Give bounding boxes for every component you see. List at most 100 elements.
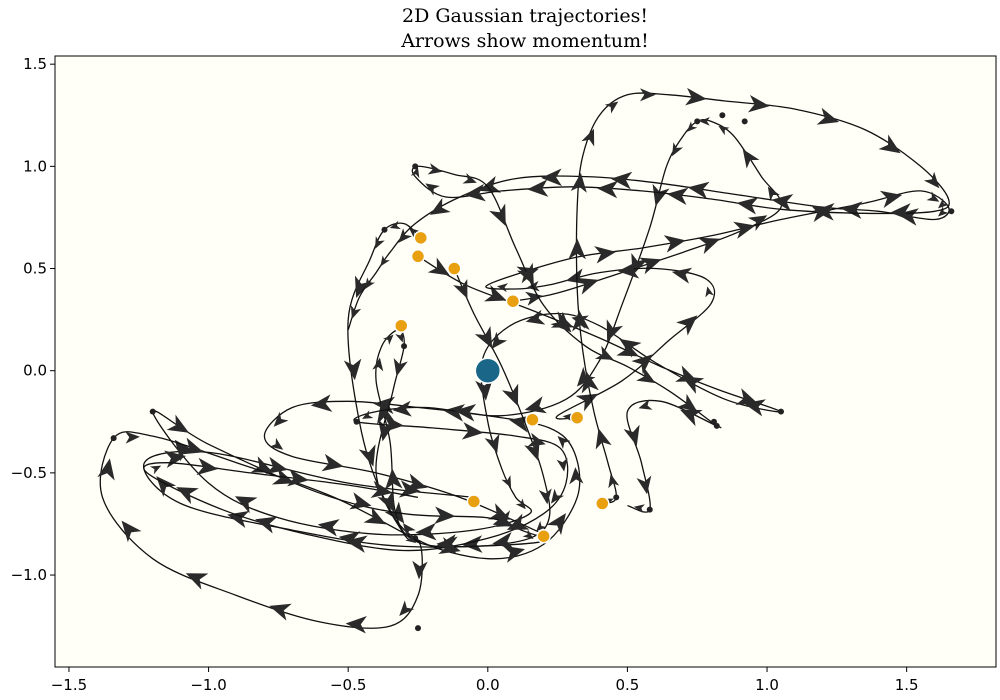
momentum-arrow [937, 206, 949, 217]
momentum-arrow [771, 194, 794, 212]
momentum-arrow [502, 545, 525, 563]
momentum-arrow [550, 311, 572, 333]
momentum-arrow [581, 128, 595, 147]
waypoint-dot [719, 112, 726, 119]
momentum-arrow [501, 383, 519, 407]
momentum-arrow [255, 516, 278, 534]
momentum-arrow [569, 467, 584, 485]
momentum-arrow [816, 107, 840, 125]
start-point [393, 318, 409, 333]
axis-layer: −1.5 −1.0 −0.5 0.0 0.5 1.0 1.5 −1.0 −0.5 0.0 0.5 1.… [11, 55, 919, 694]
momentum-arrow [652, 183, 670, 207]
marker-layer [393, 230, 610, 544]
chart-title-line1: 2D Gaussian trajectories! [402, 5, 648, 27]
trajectory-layer [97, 87, 955, 634]
momentum-arrow [363, 506, 387, 525]
momentum-arrow [273, 411, 289, 427]
momentum-arrow [767, 186, 780, 202]
momentum-arrow [506, 513, 530, 530]
momentum-arrow [149, 465, 162, 475]
momentum-arrow [879, 190, 903, 208]
x-tick-label: 0.0 [476, 676, 500, 694]
y-tick-label: 1.5 [23, 55, 47, 73]
momentum-arrow [742, 149, 760, 169]
start-point [536, 528, 551, 544]
momentum-arrow [425, 183, 440, 196]
momentum-arrow [350, 305, 362, 320]
momentum-arrow [525, 309, 546, 325]
start-point [505, 293, 521, 309]
momentum-arrow [697, 237, 721, 255]
center-point [474, 357, 502, 384]
waypoint-dot [710, 418, 717, 425]
momentum-arrow [631, 252, 648, 276]
momentum-arrow [841, 201, 863, 219]
momentum-arrow [97, 458, 115, 481]
momentum-arrow [596, 180, 619, 199]
y-tick-label: 0.0 [23, 362, 47, 380]
momentum-arrow [250, 456, 274, 473]
momentum-arrow [380, 255, 390, 267]
momentum-arrow [269, 437, 284, 450]
momentum-arrow [681, 376, 705, 394]
momentum-arrow [164, 450, 186, 468]
momentum-arrow [546, 513, 566, 536]
waypoint-dot [401, 343, 408, 350]
momentum-arrow [412, 560, 428, 580]
momentum-arrow [410, 166, 420, 179]
momentum-arrow [227, 510, 250, 528]
momentum-arrow [501, 475, 512, 489]
start-point [525, 412, 540, 427]
momentum-arrow [575, 393, 599, 412]
momentum-arrow [166, 414, 189, 433]
momentum-arrow [813, 203, 835, 221]
momentum-arrow [317, 519, 340, 537]
momentum-arrow [923, 171, 940, 189]
y-tick-label: −1.0 [11, 566, 47, 584]
x-tick-label: 1.5 [895, 676, 919, 694]
momentum-arrow [568, 238, 587, 260]
momentum-arrow [385, 468, 403, 490]
waypoint-dot [777, 408, 784, 415]
momentum-arrow [185, 573, 209, 590]
momentum-arrow [699, 117, 710, 126]
momentum-arrow [638, 399, 653, 410]
waypoint-dot [412, 163, 419, 170]
momentum-arrow [525, 291, 543, 306]
momentum-arrow [743, 399, 766, 417]
momentum-arrow [121, 520, 142, 543]
momentum-arrow [415, 522, 437, 541]
momentum-arrow [735, 388, 758, 405]
momentum-arrow [427, 163, 443, 175]
plot-area [55, 56, 996, 667]
momentum-arrow [594, 246, 616, 264]
momentum-arrow [926, 191, 940, 202]
momentum-arrow [640, 88, 656, 102]
momentum-arrow [392, 400, 412, 417]
waypoint-dot [414, 625, 421, 632]
momentum-arrow [516, 262, 534, 286]
momentum-arrow [557, 436, 571, 450]
momentum-arrow [604, 101, 619, 114]
momentum-arrow [265, 456, 288, 474]
momentum-arrow [595, 428, 612, 450]
momentum-arrow [269, 603, 292, 621]
momentum-arrow [623, 424, 640, 446]
momentum-arrow [478, 175, 502, 193]
momentum-arrow [610, 171, 633, 190]
momentum-arrow [522, 529, 534, 540]
momentum-arrow [524, 396, 547, 414]
x-tick-label: −1.5 [51, 676, 87, 694]
momentum-arrow [345, 615, 367, 634]
momentum-arrow [878, 134, 901, 154]
momentum-arrow [672, 142, 684, 157]
momentum-arrow [747, 94, 770, 113]
momentum-arrow [636, 475, 652, 495]
momentum-arrow [377, 489, 395, 513]
momentum-arrow [364, 277, 375, 290]
momentum-arrow [398, 480, 421, 498]
momentum-arrow [572, 310, 590, 332]
start-point [595, 496, 610, 511]
momentum-arrow [617, 261, 640, 279]
